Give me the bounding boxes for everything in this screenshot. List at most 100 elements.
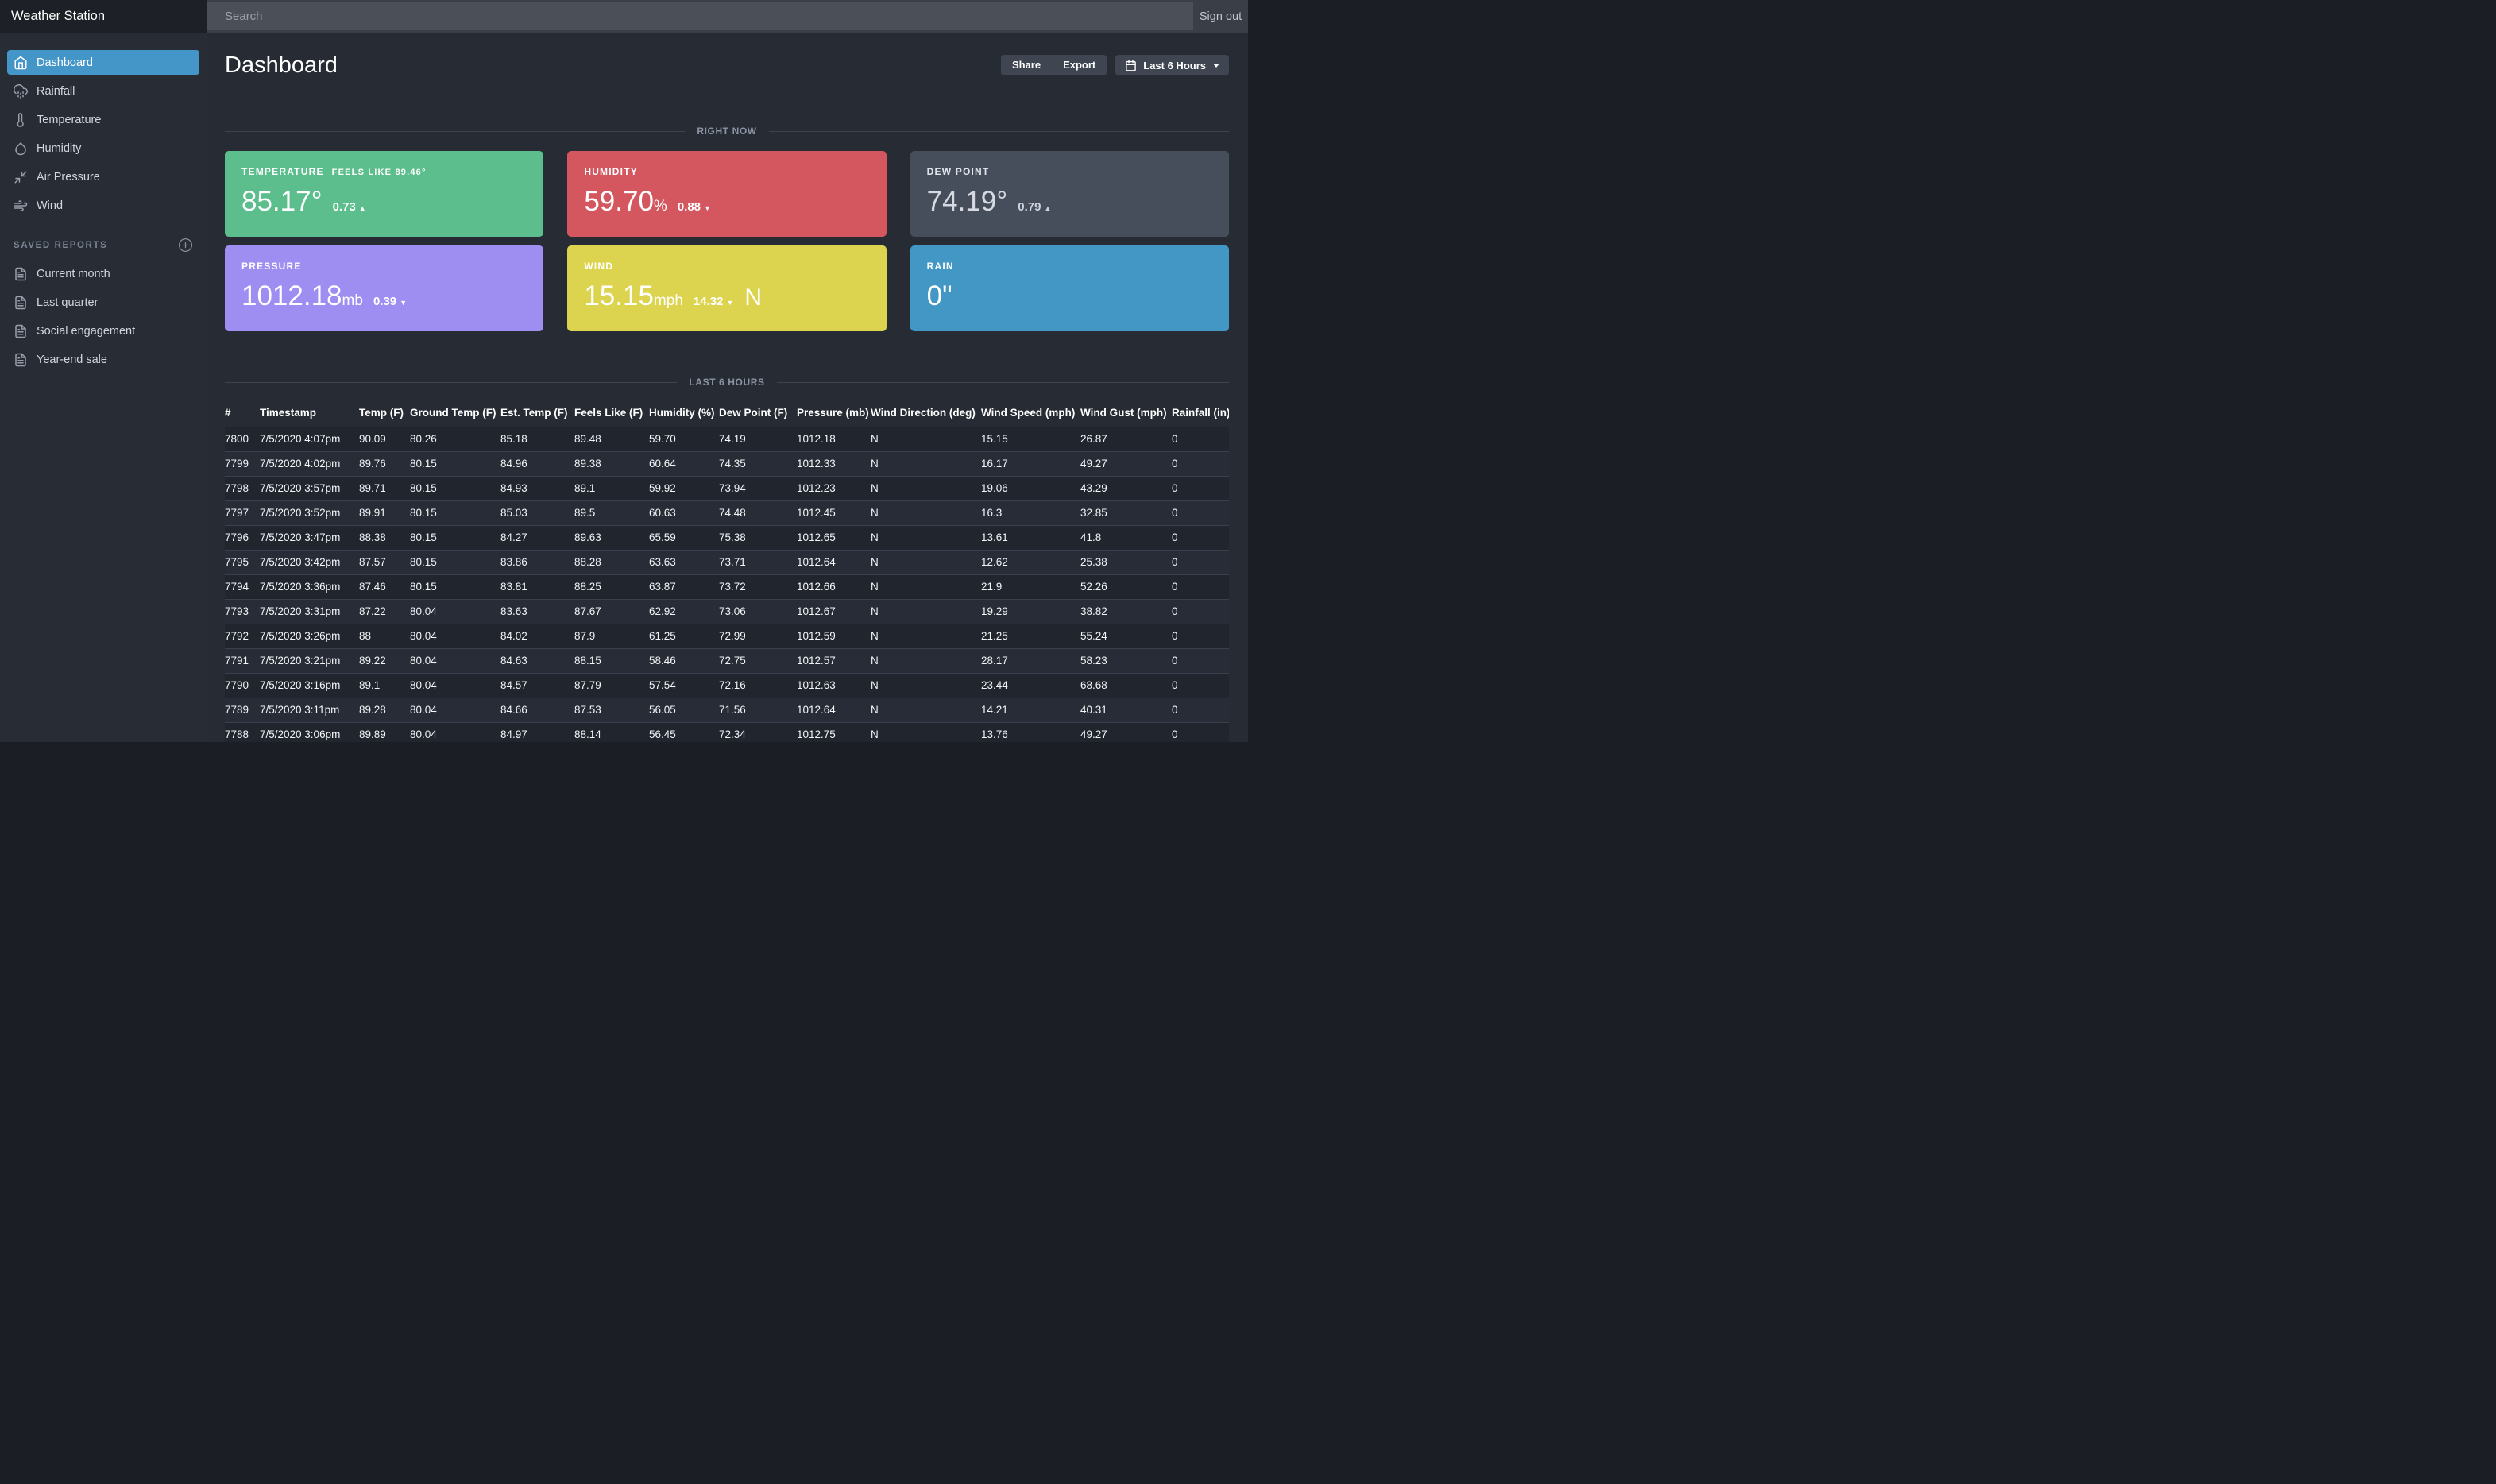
card-value: 1012.18: [241, 282, 342, 311]
table-cell: 49.27: [1080, 452, 1172, 477]
share-export-group: Share Export: [1001, 55, 1107, 75]
table-cell: 80.04: [410, 674, 500, 698]
table-cell: 7/5/2020 3:26pm: [260, 624, 359, 649]
humidity-icon: [14, 141, 28, 156]
saved-reports-header: SAVED REPORTS: [14, 238, 193, 253]
table-row: 77897/5/2020 3:11pm89.2880.0484.6687.535…: [225, 698, 1229, 723]
main-content: Dashboard Share Export Last 6 Hours RIGH…: [207, 33, 1248, 742]
table-cell: N: [871, 477, 981, 501]
table-cell: N: [871, 649, 981, 674]
table-cell: 88.15: [574, 649, 649, 674]
search-input[interactable]: [207, 2, 1193, 30]
column-header: Wind Speed (mph): [981, 400, 1080, 427]
table-cell: 7790: [225, 674, 260, 698]
date-range-button[interactable]: Last 6 Hours: [1115, 55, 1229, 75]
table-cell: N: [871, 551, 981, 575]
table-cell: 89.63: [574, 526, 649, 551]
column-header: Timestamp: [260, 400, 359, 427]
table-cell: 89.76: [359, 452, 410, 477]
sidebar-item-air-pressure[interactable]: Air Pressure: [7, 164, 199, 189]
sidebar-item-wind[interactable]: Wind: [7, 193, 199, 218]
sidebar-item-label: Current month: [37, 268, 110, 280]
table-cell: 87.57: [359, 551, 410, 575]
card-value: 85.17°: [241, 187, 323, 217]
sidebar-item-rainfall[interactable]: Rainfall: [7, 79, 199, 103]
report-icon: [14, 296, 28, 310]
sidebar-item-label: Humidity: [37, 142, 81, 155]
table-cell: 88.38: [359, 526, 410, 551]
table-cell: N: [871, 674, 981, 698]
table-cell: 85.18: [500, 427, 574, 452]
saved-report-social-engagement[interactable]: Social engagement: [7, 319, 199, 343]
table-cell: 7/5/2020 3:21pm: [260, 649, 359, 674]
wind-icon: [14, 199, 28, 213]
sidebar-item-label: Year-end sale: [37, 354, 107, 366]
share-button[interactable]: Share: [1001, 55, 1052, 75]
table-cell: 0: [1172, 477, 1229, 501]
sidebar-item-label: Social engagement: [37, 325, 135, 338]
table-cell: 0: [1172, 501, 1229, 526]
table-cell: 19.06: [981, 477, 1080, 501]
table-cell: N: [871, 600, 981, 624]
card-unit: %: [654, 198, 667, 215]
plus-circle-icon[interactable]: [178, 238, 193, 253]
table-cell: 7797: [225, 501, 260, 526]
table-cell: 7792: [225, 624, 260, 649]
table-cell: 14.21: [981, 698, 1080, 723]
column-header: Wind Gust (mph): [1080, 400, 1172, 427]
card-label: TEMPERATURE: [241, 166, 324, 177]
table-cell: 56.45: [649, 723, 719, 743]
table-cell: 25.38: [1080, 551, 1172, 575]
table-row: 77957/5/2020 3:42pm87.5780.1583.8688.286…: [225, 551, 1229, 575]
table-cell: 7/5/2020 4:02pm: [260, 452, 359, 477]
table-cell: N: [871, 501, 981, 526]
table-cell: N: [871, 624, 981, 649]
table-row: 77967/5/2020 3:47pm88.3880.1584.2789.636…: [225, 526, 1229, 551]
table-row: 77927/5/2020 3:26pm8880.0484.0287.961.25…: [225, 624, 1229, 649]
sign-out-link[interactable]: Sign out: [1193, 0, 1248, 33]
table-cell: 7/5/2020 3:36pm: [260, 575, 359, 600]
card-value: 15.15: [584, 282, 654, 311]
table-cell: N: [871, 427, 981, 452]
card-delta: 0.73: [333, 200, 356, 214]
table-cell: 7798: [225, 477, 260, 501]
card-label: PRESSURE: [241, 261, 302, 272]
table-cell: 19.29: [981, 600, 1080, 624]
table-cell: 60.64: [649, 452, 719, 477]
table-cell: 63.87: [649, 575, 719, 600]
table-cell: 62.92: [649, 600, 719, 624]
sidebar-item-humidity[interactable]: Humidity: [7, 136, 199, 160]
table-cell: 83.86: [500, 551, 574, 575]
table-cell: 87.9: [574, 624, 649, 649]
table-cell: 13.61: [981, 526, 1080, 551]
table-cell: 87.53: [574, 698, 649, 723]
table-cell: 13.76: [981, 723, 1080, 743]
card-label: DEW POINT: [927, 166, 990, 177]
page-header: Dashboard Share Export Last 6 Hours: [225, 48, 1229, 83]
saved-report-year-end-sale[interactable]: Year-end sale: [7, 347, 199, 372]
table-row: 77997/5/2020 4:02pm89.7680.1584.9689.386…: [225, 452, 1229, 477]
table-cell: 89.1: [574, 477, 649, 501]
table-cell: 80.15: [410, 551, 500, 575]
saved-report-current-month[interactable]: Current month: [7, 261, 199, 286]
sidebar-item-temperature[interactable]: Temperature: [7, 107, 199, 132]
table-cell: 84.97: [500, 723, 574, 743]
card-value: 0": [927, 282, 952, 311]
table-cell: 59.70: [649, 427, 719, 452]
sidebar-item-label: Rainfall: [37, 85, 75, 98]
table-body: 78007/5/2020 4:07pm90.0980.2685.1889.485…: [225, 427, 1229, 743]
table-cell: 0: [1172, 452, 1229, 477]
table-cell: 0: [1172, 649, 1229, 674]
table-cell: 7791: [225, 649, 260, 674]
card-delta: 0.88: [678, 200, 701, 214]
sidebar-item-dashboard[interactable]: Dashboard: [7, 50, 199, 75]
export-button[interactable]: Export: [1052, 55, 1107, 75]
table-cell: 72.75: [719, 649, 797, 674]
table-cell: 80.15: [410, 575, 500, 600]
table-cell: 58.23: [1080, 649, 1172, 674]
table-cell: 52.26: [1080, 575, 1172, 600]
table-cell: 7/5/2020 3:47pm: [260, 526, 359, 551]
card-label: HUMIDITY: [584, 166, 638, 177]
trend-down-icon: ▼: [726, 299, 733, 307]
saved-report-last-quarter[interactable]: Last quarter: [7, 290, 199, 315]
